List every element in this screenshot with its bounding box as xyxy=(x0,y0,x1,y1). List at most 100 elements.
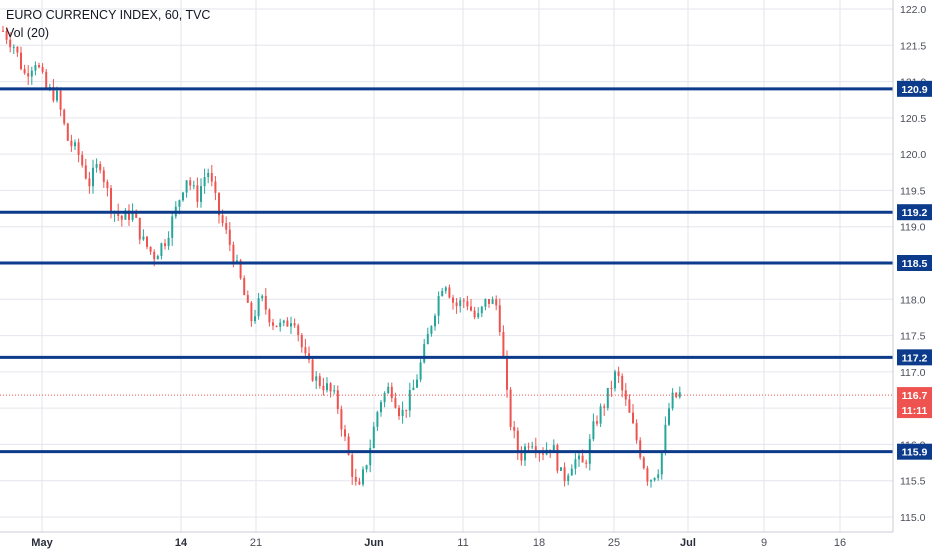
candle-body xyxy=(599,406,602,424)
candle-body xyxy=(290,323,292,327)
candle-body xyxy=(574,459,577,469)
candle-body xyxy=(387,386,390,394)
candle-body xyxy=(182,192,184,201)
level-badge-label: 120.9 xyxy=(901,84,927,96)
level-badge xyxy=(897,255,932,271)
candle-body xyxy=(563,467,566,482)
time-tick-label: May xyxy=(31,537,53,549)
candle-body xyxy=(495,299,498,306)
candle-body xyxy=(297,325,300,336)
time-tick-label: 9 xyxy=(761,537,767,549)
candle-body xyxy=(426,333,429,345)
candle-body xyxy=(581,455,584,463)
candle-body xyxy=(268,309,271,323)
candle-body xyxy=(246,295,249,303)
candle-body xyxy=(167,237,170,246)
time-tick-label: 21 xyxy=(250,537,262,549)
candle-body xyxy=(12,46,15,48)
candle-body xyxy=(657,474,660,478)
candle-body xyxy=(59,90,62,110)
candle-body xyxy=(110,188,112,214)
level-badge-label: 119.2 xyxy=(902,207,928,219)
candle-body xyxy=(678,392,681,398)
candle-body xyxy=(214,181,217,193)
candle-body xyxy=(63,109,66,124)
candle-body xyxy=(639,440,642,458)
candle-body xyxy=(473,310,476,318)
grid-lines xyxy=(0,0,893,532)
candle-body xyxy=(95,164,98,168)
candle-body xyxy=(282,320,285,323)
level-badge xyxy=(897,80,932,97)
symbol-title[interactable]: EURO CURRENCY INDEX, 60, TVC xyxy=(6,8,211,22)
candle-body xyxy=(318,376,321,386)
candle-body xyxy=(459,300,462,307)
candle-body xyxy=(390,386,393,399)
candle-body xyxy=(30,70,33,77)
candle-body xyxy=(383,393,386,403)
candle-body xyxy=(351,454,354,477)
level-badge-label: 117.2 xyxy=(902,352,928,364)
candle-body xyxy=(203,177,206,187)
candle-body xyxy=(617,371,620,376)
candle-body xyxy=(542,453,544,455)
candle-body xyxy=(81,154,84,166)
candle-body xyxy=(9,39,12,48)
time-tick-label: Jun xyxy=(364,537,384,549)
candle-body xyxy=(279,322,282,327)
candle-body xyxy=(362,469,364,485)
candle-body xyxy=(189,180,192,186)
time-axis[interactable]: May 14 21 Jun 11 18 25 Jul 9 16 xyxy=(31,537,846,549)
candle-body xyxy=(628,399,631,413)
candle-body xyxy=(131,210,134,220)
volume-indicator-label[interactable]: Vol (20) xyxy=(6,26,50,40)
candle-body xyxy=(178,200,181,207)
candle-body xyxy=(520,453,523,461)
candle-body xyxy=(498,305,501,332)
candle-body xyxy=(293,323,296,326)
candle-body xyxy=(592,421,595,440)
candle-body xyxy=(488,298,490,304)
candle-body xyxy=(250,302,253,322)
candle-body xyxy=(408,390,411,411)
time-tick-label: 14 xyxy=(175,537,188,549)
candle-body xyxy=(239,260,242,279)
candle-body xyxy=(570,468,573,476)
horizontal-levels xyxy=(0,87,893,454)
candle-body xyxy=(120,215,123,220)
candle-body xyxy=(646,468,649,482)
candle-body xyxy=(185,180,188,193)
candle-body xyxy=(70,140,73,147)
candle-body xyxy=(156,255,159,260)
candle-body xyxy=(124,210,127,220)
candle-body xyxy=(200,186,202,202)
candle-body xyxy=(430,326,433,334)
candle-body xyxy=(585,462,588,464)
candle-body xyxy=(56,90,58,101)
time-tick-label: 16 xyxy=(834,537,846,549)
countdown-label: 11:11 xyxy=(902,405,928,417)
candle-body xyxy=(527,446,530,448)
level-badge xyxy=(897,443,932,460)
candle-body xyxy=(135,210,138,218)
candle-body xyxy=(610,387,613,389)
candle-body xyxy=(218,192,220,216)
candle-body xyxy=(2,30,4,32)
price-tick-label: 120.0 xyxy=(900,149,926,161)
candle-body xyxy=(614,371,616,389)
candle-body xyxy=(466,301,469,307)
time-tick-label: 11 xyxy=(457,537,468,549)
candle-body xyxy=(398,407,400,417)
price-badges: 120.9 119.2 118.5 117.2 115.9 116.7 11:11 xyxy=(897,80,932,460)
price-tick-label: 119.5 xyxy=(900,185,926,197)
candle-body xyxy=(102,170,105,182)
candle-body xyxy=(556,445,559,471)
candle-body xyxy=(650,480,652,482)
current-price-label: 116.7 xyxy=(902,390,928,402)
price-tick-label: 118.0 xyxy=(900,294,926,306)
candle-body xyxy=(20,52,22,70)
candle-body xyxy=(668,408,670,425)
candle-body xyxy=(304,347,307,354)
price-tick-label: 115.5 xyxy=(900,476,926,488)
